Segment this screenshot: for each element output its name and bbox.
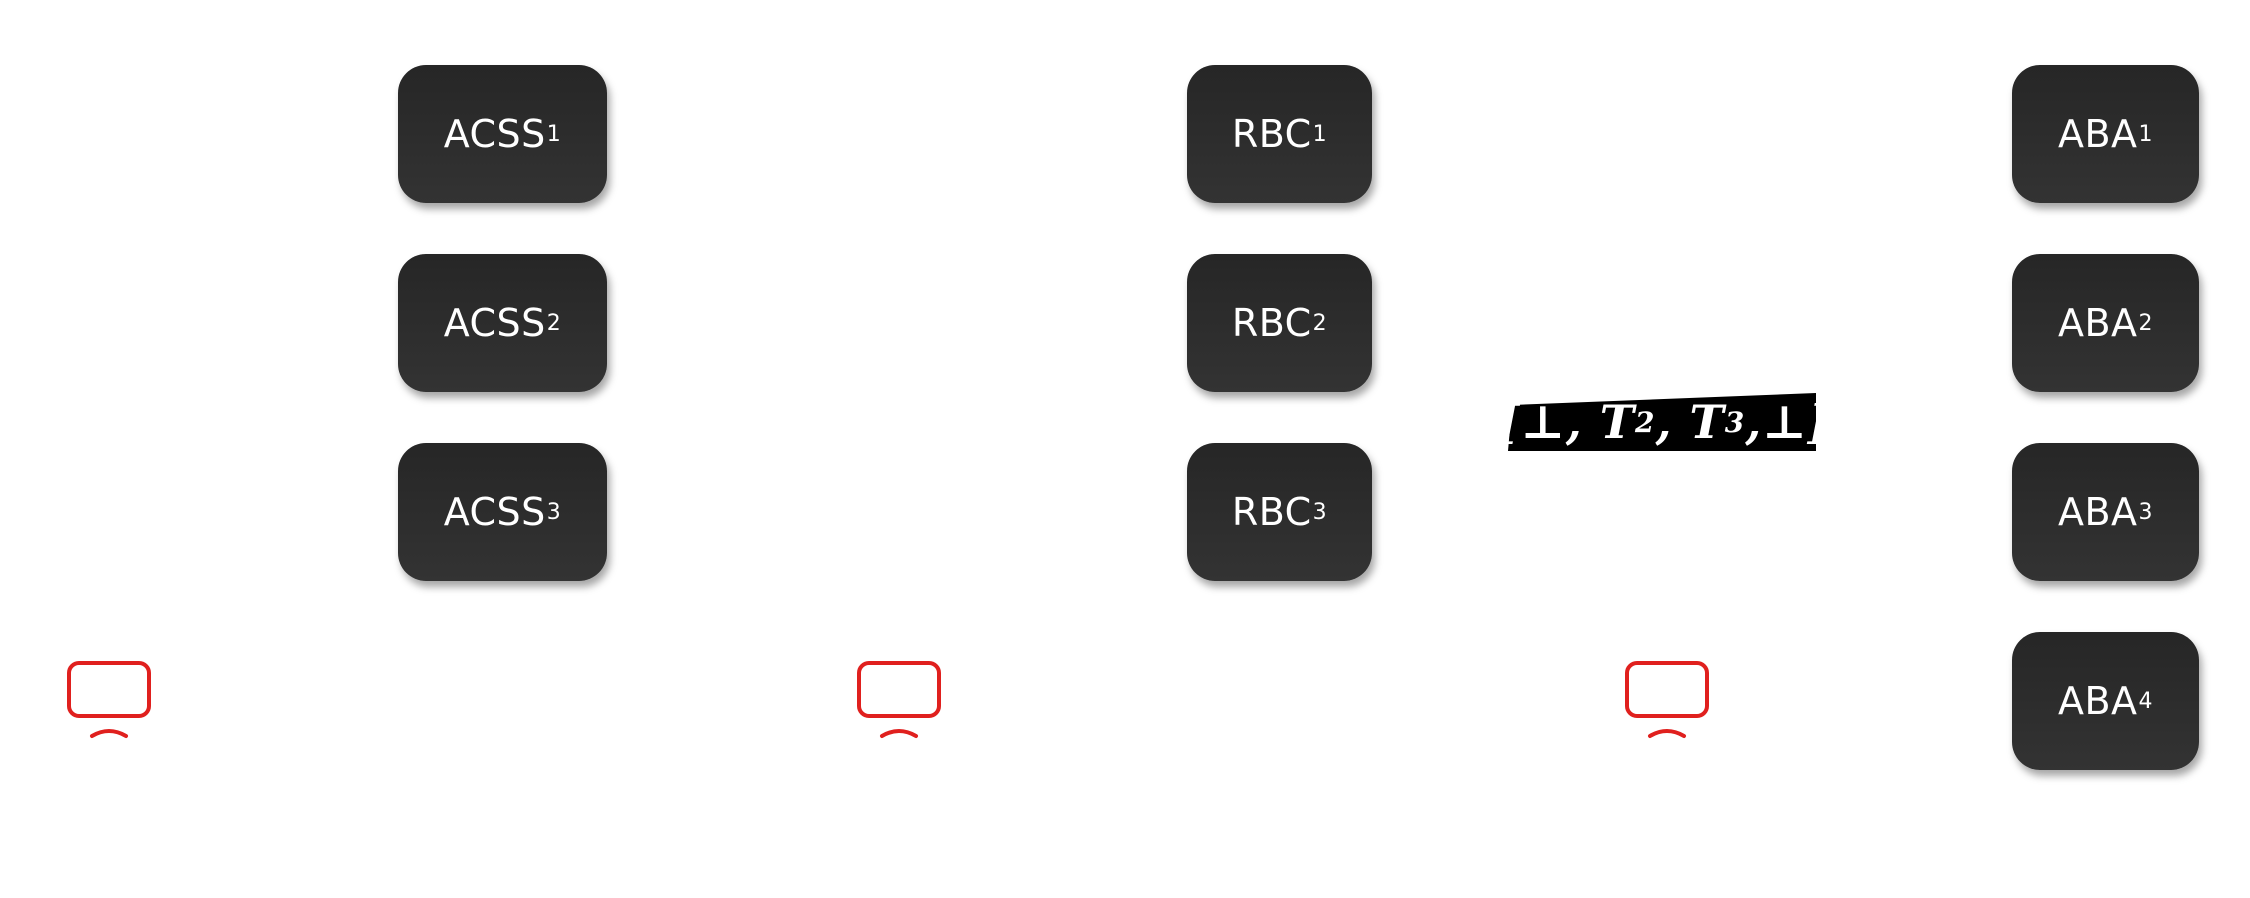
vector-separator-2: , <box>1655 395 1673 449</box>
vector-separator-3: , <box>1745 395 1763 449</box>
acss-3-box: ACSS 3 <box>398 443 607 581</box>
vector-entry-3: T <box>1689 395 1725 449</box>
aba-3-box: ABA 3 <box>2012 443 2199 581</box>
aba-3-label: ABA <box>2057 490 2138 534</box>
vector-entry-2: T <box>1599 395 1636 449</box>
aba-1-label: ABA <box>2057 112 2138 156</box>
acss-3-subscript: 3 <box>546 499 562 525</box>
acss-3-label: ACSS <box>443 490 546 534</box>
rbc-1-label: RBC <box>1231 112 1312 156</box>
monitor-icon <box>1625 661 1709 738</box>
acss-1-label: ACSS <box>443 112 546 156</box>
vector-entry-2-subscript: 2 <box>1635 405 1656 439</box>
aba-2-label: ABA <box>2057 301 2138 345</box>
vector-entry-4: ⊥ <box>1762 395 1808 449</box>
rbc-1-subscript: 1 <box>1312 121 1328 147</box>
vector-close-bracket: ] <box>1807 395 1831 449</box>
acss-2-box: ACSS 2 <box>398 254 607 392</box>
aba-4-label: ABA <box>2057 679 2138 723</box>
acss-2-subscript: 2 <box>546 310 562 336</box>
aba-2-box: ABA 2 <box>2012 254 2199 392</box>
rbc-1-box: RBC 1 <box>1187 65 1372 203</box>
acss-1-box: ACSS 1 <box>398 65 607 203</box>
vector-separator-1: , <box>1565 395 1583 449</box>
aba-2-subscript: 2 <box>2138 310 2154 336</box>
aba-1-box: ABA 1 <box>2012 65 2199 203</box>
vector-entry-3-subscript: 3 <box>1724 405 1746 439</box>
output-vector-background <box>1508 393 1816 451</box>
vector-open-bracket: [ <box>1497 395 1521 449</box>
rbc-2-box: RBC 2 <box>1187 254 1372 392</box>
monitor-icon <box>857 661 941 738</box>
rbc-2-subscript: 2 <box>1312 310 1328 336</box>
aba-3-subscript: 3 <box>2138 499 2154 525</box>
acss-1-subscript: 1 <box>546 121 562 147</box>
aba-4-box: ABA 4 <box>2012 632 2199 770</box>
acss-2-label: ACSS <box>443 301 546 345</box>
rbc-3-label: RBC <box>1231 490 1312 534</box>
aba-4-subscript: 4 <box>2138 688 2154 714</box>
aba-1-subscript: 1 <box>2138 121 2154 147</box>
vector-entry-1: ⊥ <box>1520 395 1566 449</box>
rbc-2-label: RBC <box>1231 301 1312 345</box>
rbc-3-subscript: 3 <box>1312 499 1328 525</box>
rbc-3-box: RBC 3 <box>1187 443 1372 581</box>
monitor-icon <box>67 661 151 738</box>
